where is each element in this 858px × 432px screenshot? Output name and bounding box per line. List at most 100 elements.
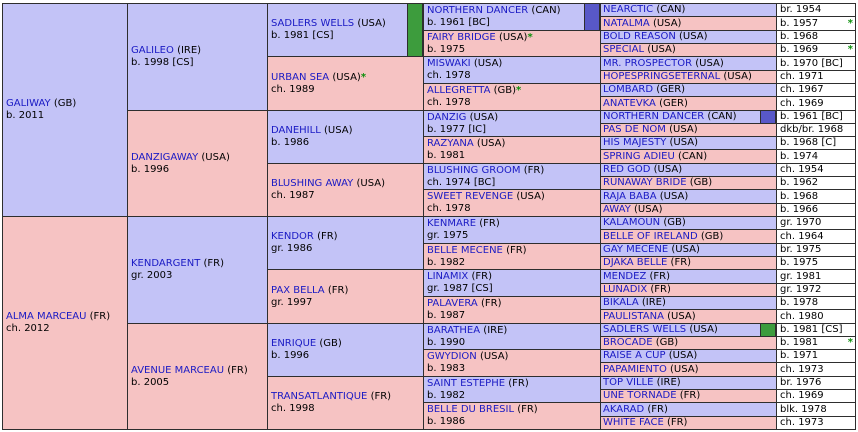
horse-info: b. 1957 — [780, 17, 819, 29]
horse-name-link[interactable]: AKARAD — [603, 403, 645, 415]
country-code: (GER) — [656, 84, 686, 95]
country-code: (USA) — [473, 58, 503, 69]
horse-info: b. 1981 [CS] — [271, 30, 334, 41]
horse-name-link[interactable]: DANZIG — [427, 111, 467, 123]
horse-name-link[interactable]: LOMBARD — [603, 84, 654, 95]
pedigree-cell-pax-bella: PAX BELLA (FR) gr. 1997 — [267, 269, 424, 324]
horse-name-link[interactable]: PAULISTANA — [603, 310, 664, 322]
pedigree-cell-kendor: KENDOR (FR) gr. 1986 — [267, 216, 424, 270]
horse-name-link[interactable]: DANZIGAWAY — [131, 151, 199, 163]
horse-info: b. 1996 — [271, 350, 310, 361]
horse-name-link[interactable]: RAISE A CUP — [603, 350, 666, 361]
horse-info: b. 1986 — [271, 137, 310, 148]
horse-name-link[interactable]: SWEET REVENGE — [427, 191, 514, 202]
horse-name-link[interactable]: KALAMOUN — [603, 217, 661, 228]
horse-name-link[interactable]: HOPESPRINGSETERNAL — [603, 71, 721, 82]
horse-name-link[interactable]: ENRIQUE — [271, 338, 317, 349]
horse-name-link[interactable]: GALIWAY — [6, 98, 51, 109]
horse-name-link[interactable]: SADLERS WELLS — [603, 324, 687, 335]
horse-name-link[interactable]: PAPAMIENTO — [603, 363, 667, 375]
horse-name-link[interactable]: SPRING ADIEU — [603, 150, 675, 162]
horse-name-link[interactable]: UNE TORNADE — [603, 390, 677, 401]
country-code: (USA) — [476, 138, 506, 149]
horse-name-link[interactable]: MISWAKI — [427, 58, 471, 69]
horse-name-link[interactable]: KENDOR — [271, 231, 314, 242]
horse-name-link[interactable]: BARATHEA — [427, 324, 481, 336]
horse-info: b. 1990 — [427, 336, 466, 348]
horse-name-link[interactable]: BROCADE — [603, 337, 653, 348]
horse-name-link[interactable]: ANATEVKA — [603, 97, 656, 109]
horse-name-link[interactable]: SAINT ESTEPHE — [427, 377, 506, 389]
horse-name-link[interactable]: MENDEZ — [603, 270, 647, 282]
horse-info: b. 1969 — [780, 44, 819, 55]
pedigree-cell-special: SPECIAL (USA) b. 1969 * — [600, 43, 856, 57]
horse-name-link[interactable]: BIKALA — [603, 297, 639, 308]
horse-name-link[interactable]: BELLE OF IRELAND — [603, 230, 698, 242]
horse-name-link[interactable]: FAIRY BRIDGE — [427, 31, 496, 43]
horse-name-link[interactable]: PAS DE NOM — [603, 124, 666, 135]
horse-name-link[interactable]: PAX BELLA — [271, 284, 325, 296]
horse-name-link[interactable]: TRANSATLANTIQUE — [271, 391, 368, 402]
horse-name-link[interactable]: NEARCTIC — [603, 4, 654, 15]
horse-name-link[interactable]: PALAVERA — [427, 298, 478, 309]
horse-name-link[interactable]: BELLE MECENE — [427, 244, 503, 256]
horse-name-link[interactable]: URBAN SEA — [271, 71, 330, 83]
pedigree-cell-miswaki: MISWAKI (USA) ch. 1978 — [423, 56, 601, 84]
horse-name-link[interactable]: LUNADIX — [603, 284, 648, 295]
country-code: (GER) — [659, 97, 688, 109]
horse-name-link[interactable]: DANEHILL — [271, 125, 321, 136]
horse-name-link[interactable]: ALMA MARCEAU — [6, 311, 87, 322]
horse-name-link[interactable]: WHITE FACE — [603, 417, 664, 428]
pedigree-cell-bikala: BIKALA (IRE) b. 1978 — [600, 296, 856, 310]
horse-name-link[interactable]: GWYDION — [427, 351, 477, 362]
pedigree-cell-kendargent: KENDARGENT (FR) gr. 2003 — [127, 216, 268, 324]
pedigree-cell-bold-reason: BOLD REASON (USA) b. 1968 — [600, 30, 856, 44]
horse-info: b. 1966 — [780, 204, 819, 215]
horse-name-link[interactable]: ALLEGRETTA — [427, 85, 491, 96]
horse-name-link[interactable]: NATALMA — [603, 17, 650, 29]
horse-name-link[interactable]: KENMARE — [427, 218, 477, 229]
horse-name-link[interactable]: NORTHERN DANCER — [603, 111, 705, 122]
horse-name-link[interactable]: SADLERS WELLS — [271, 18, 355, 29]
horse-info: b. 1977 [IC] — [427, 123, 487, 135]
horse-name-link[interactable]: RED GOD — [603, 164, 651, 175]
horse-info: dkb/br. 1968 — [780, 124, 844, 135]
horse-name-link[interactable]: BLUSHING AWAY — [271, 178, 354, 189]
country-code: (FR) — [647, 403, 668, 415]
country-code: (USA) — [671, 244, 700, 255]
horse-info: b. 1986 — [427, 416, 466, 427]
pedigree-cell-his-majesty: HIS MAJESTY (USA) b. 1968 [C] — [600, 136, 856, 150]
horse-name-link[interactable]: MR. PROSPECTOR — [603, 57, 693, 69]
horse-name-link[interactable]: GAY MECENE — [603, 244, 669, 255]
horse-name-link[interactable]: HIS MAJESTY — [603, 137, 667, 148]
pedigree-cell-northern-dancer: NORTHERN DANCER (CAN) b. 1961 [BC] — [423, 3, 585, 31]
horse-name-link[interactable]: SPECIAL — [603, 44, 645, 55]
country-code: (FR) — [506, 244, 527, 256]
horse-name-link[interactable]: BOLD REASON — [603, 31, 676, 42]
horse-name-link[interactable]: RAZYANA — [427, 138, 474, 149]
star-marker: * — [527, 31, 533, 43]
horse-name-link[interactable]: GALILEO — [131, 45, 174, 56]
horse-name-link[interactable]: BELLE DU BRESIL — [427, 404, 515, 415]
horse-name-link[interactable]: AWAY — [603, 204, 631, 215]
horse-name-link[interactable]: BLUSHING GROOM — [427, 164, 521, 176]
horse-name-link[interactable]: RUNAWAY BRIDE — [603, 177, 687, 188]
horse-name-link[interactable]: TOP VILLE — [603, 377, 654, 388]
country-code: (GB) — [689, 177, 713, 188]
horse-name-link[interactable]: LINAMIX — [427, 271, 469, 282]
pedigree-cell-sweet-revenge: SWEET REVENGE (USA) ch. 1978 — [423, 189, 601, 217]
horse-info: gr. 1981 — [780, 270, 822, 282]
horse-info: ch. 1978 — [427, 97, 471, 108]
horse-name-link[interactable]: RAJA BABA — [603, 190, 657, 202]
horse-info: b. 1981 — [427, 150, 466, 161]
horse-name-link[interactable]: AVENUE MARCEAU — [131, 364, 225, 376]
horse-info: b. 1975 — [427, 43, 466, 55]
country-code: (USA) — [669, 137, 698, 148]
country-code: (USA) — [652, 17, 682, 29]
horse-name-link[interactable]: NORTHERN DANCER — [427, 5, 529, 16]
country-code: (CAN) — [531, 5, 561, 16]
horse-name-link[interactable]: DJAKA BELLE — [603, 257, 668, 268]
pedigree-cell-akarad: AKARAD (FR) blk. 1978 — [600, 402, 856, 417]
horse-name-link[interactable]: KENDARGENT — [131, 258, 201, 269]
